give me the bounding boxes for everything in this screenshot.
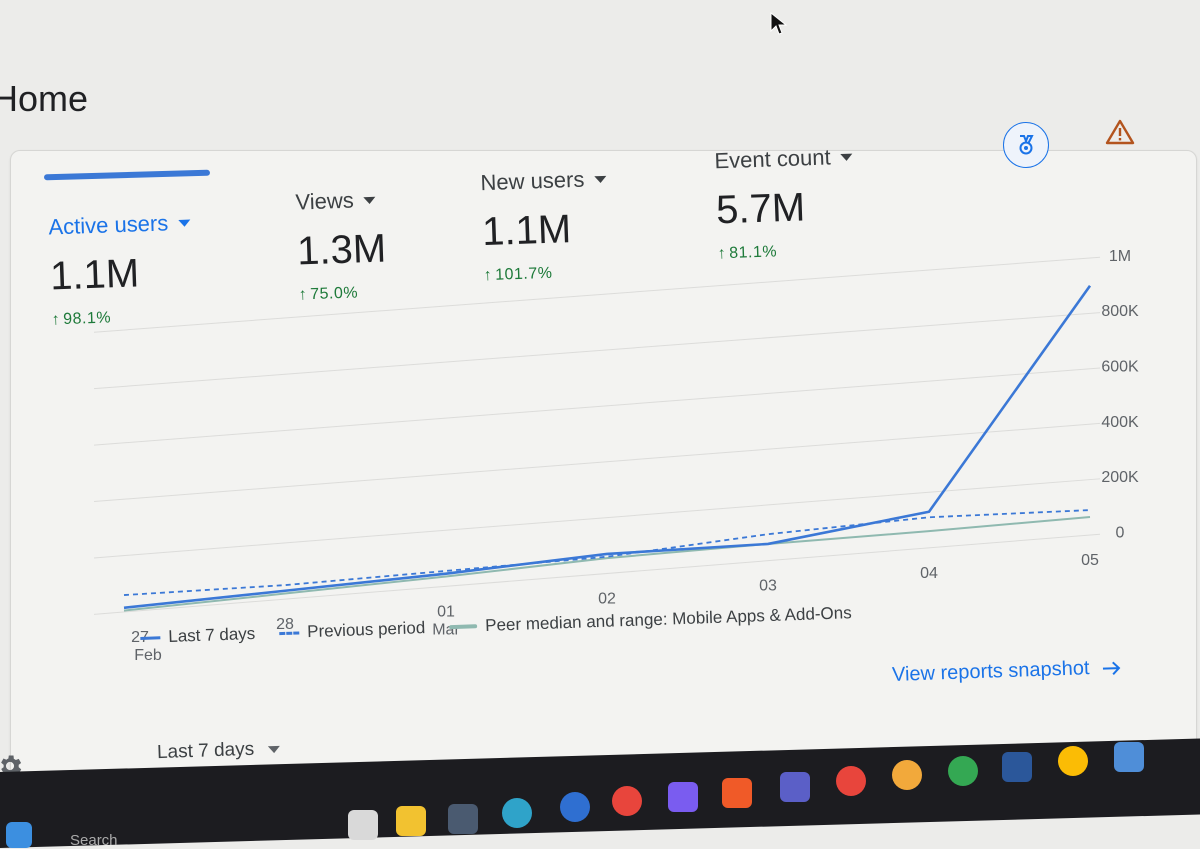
brave-icon[interactable]: [722, 778, 752, 808]
x-tick-label: 03: [759, 578, 777, 595]
x-tick-label: 04: [920, 565, 938, 582]
y-tick-label: 600K: [1101, 359, 1139, 376]
x-tick-label: 05: [1081, 552, 1099, 569]
y-tick-label: 400K: [1101, 414, 1139, 431]
x-tick-label: Feb: [134, 647, 162, 664]
file-explorer-icon[interactable]: [396, 806, 426, 836]
x-tick-label: 02: [598, 591, 616, 608]
x-tick-label: 27: [131, 629, 149, 646]
grid-line: [93, 312, 1101, 390]
x-tick-label: 01: [437, 603, 455, 620]
chrome-icon[interactable]: [612, 786, 642, 816]
legend-swatch-dashed: [279, 630, 300, 635]
medal-icon: [1019, 135, 1034, 155]
chrome-profile-icon[interactable]: [948, 756, 978, 786]
y-tick-label: 200K: [1101, 469, 1139, 486]
grid-line: [93, 367, 1101, 446]
y-tick-label: 0: [1116, 525, 1125, 542]
teams-icon[interactable]: [780, 772, 810, 802]
chrome-profile-icon[interactable]: [836, 766, 866, 796]
alert-button[interactable]: [1098, 110, 1142, 154]
taskbar-search[interactable]: Search: [70, 832, 118, 849]
chart-grid: [93, 256, 1101, 615]
app-icon[interactable]: [348, 810, 378, 840]
y-tick-label: 1M: [1109, 248, 1131, 265]
word-icon[interactable]: [1002, 752, 1032, 782]
view-reports-snapshot-link[interactable]: View reports snapshot: [892, 656, 1122, 687]
edge-icon[interactable]: [502, 798, 532, 828]
insights-button[interactable]: [1003, 122, 1049, 168]
mouse-cursor-icon: [770, 12, 788, 35]
page-title: Home: [0, 78, 89, 119]
chrome-profile-icon[interactable]: [1058, 746, 1088, 776]
overview-card: [10, 150, 1197, 792]
grid-line: [93, 256, 1101, 333]
chart-series: [123, 284, 1092, 612]
caret-down-icon: [268, 745, 281, 753]
chrome-profile-icon[interactable]: [892, 760, 922, 790]
legend-swatch-peer: [449, 624, 478, 630]
series-line-dashed: [123, 509, 1091, 596]
date-range-label: Last 7 days: [156, 738, 255, 764]
notepad-icon[interactable]: [1114, 742, 1144, 772]
store-icon[interactable]: [448, 804, 478, 834]
legend-item-last-7-days[interactable]: Last 7 days: [140, 624, 256, 648]
help-icon[interactable]: [560, 792, 590, 822]
series-line-peer: [123, 515, 1091, 612]
y-tick-label: 800K: [1101, 303, 1139, 320]
arrow-right-icon: [1102, 661, 1120, 675]
warning-icon: [1105, 119, 1135, 145]
copilot-icon[interactable]: [668, 782, 698, 812]
windows-start-icon[interactable]: [6, 822, 32, 848]
grid-line: [93, 422, 1101, 503]
legend-label: Last 7 days: [167, 623, 256, 647]
series-line-solid: [123, 284, 1092, 610]
legend-swatch-solid: [140, 635, 161, 640]
date-range-dropdown[interactable]: Last 7 days: [157, 738, 281, 764]
chart-y-axis: 0 200K 400K 600K 800K 1M: [1101, 248, 1139, 542]
legend-label: Previous period: [306, 618, 426, 642]
grid-line: [93, 478, 1101, 559]
x-tick-label: 28: [276, 616, 294, 633]
grid-line: [93, 533, 1101, 615]
